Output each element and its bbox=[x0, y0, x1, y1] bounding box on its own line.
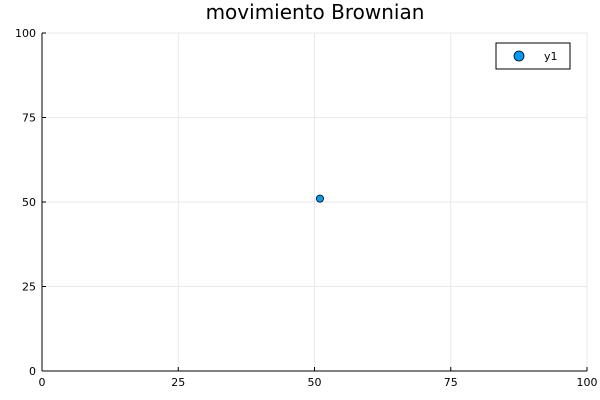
data-point bbox=[315, 194, 324, 203]
legend-label: y1 bbox=[544, 50, 558, 63]
x-tick-label: 75 bbox=[444, 376, 458, 389]
x-tick-label: 25 bbox=[171, 376, 185, 389]
data-points bbox=[315, 194, 324, 203]
x-tick-label: 50 bbox=[308, 376, 322, 389]
y-tick-label: 50 bbox=[22, 196, 36, 209]
legend: y1 bbox=[495, 42, 571, 70]
y-tick-label: 75 bbox=[22, 112, 36, 125]
axis-ticks: 0 25 50 75 100 0 25 50 75 100 bbox=[15, 27, 598, 389]
x-tick-label: 100 bbox=[577, 376, 598, 389]
chart-title: movimiento Brownian bbox=[206, 0, 425, 24]
y-tick-label: 100 bbox=[15, 27, 36, 40]
y-tick-label: 0 bbox=[29, 365, 36, 378]
y-tick-label: 25 bbox=[22, 281, 36, 294]
legend-marker bbox=[513, 50, 525, 62]
x-tick-label: 0 bbox=[39, 376, 46, 389]
legend-box bbox=[495, 42, 571, 70]
